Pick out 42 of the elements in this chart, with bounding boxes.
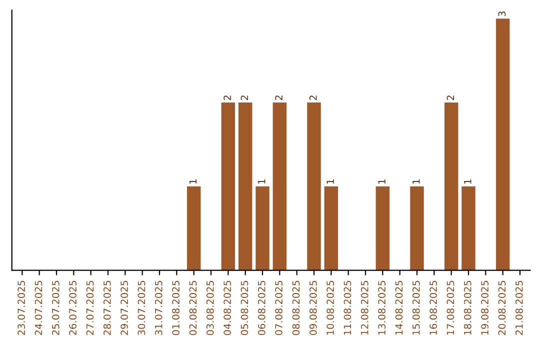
x-tick-label: 24.07.2025 <box>34 280 42 335</box>
data-label: 1 <box>378 179 386 184</box>
x-tick-label: 04.08.2025 <box>224 280 231 336</box>
x-tick-label: 07.08.2025 <box>275 280 282 336</box>
x-tick-label: 31.07.2025 <box>154 280 162 335</box>
x-tick-label: 13.08.2025 <box>378 280 386 335</box>
data-label: 1 <box>464 179 472 184</box>
data-label: 1 <box>326 179 334 184</box>
data-label: 1 <box>258 179 266 184</box>
x-tick-label: 19.08.2025 <box>481 280 488 335</box>
x-tick-label: 30.07.2025 <box>138 280 146 335</box>
data-label: 2 <box>224 96 231 100</box>
x-tick-label: 25.07.2025 <box>52 280 60 335</box>
data-label: 2 <box>309 96 317 100</box>
x-tick-label: 28.07.2025 <box>103 280 111 335</box>
x-tick-label: 23.07.2025 <box>18 280 25 335</box>
x-tick-label: 02.08.2025 <box>189 280 197 336</box>
x-tick-label: 05.08.2025 <box>240 280 248 336</box>
x-tick-label: 27.07.2025 <box>86 280 94 335</box>
x-tick-label: 01.08.2025 <box>172 280 180 336</box>
x-tick-label: 16.08.2025 <box>430 280 437 335</box>
x-tick-label: 15.08.2025 <box>412 280 420 335</box>
data-label: 3 <box>498 12 506 16</box>
data-label: 1 <box>189 179 197 184</box>
x-tick-label: 21.08.2025 <box>515 280 523 335</box>
x-tick-label: 10.08.2025 <box>326 280 334 335</box>
x-tick-label: 12.08.2025 <box>360 280 368 335</box>
x-tick-label: 14.08.2025 <box>395 280 403 335</box>
x-tick-label: 06.08.2025 <box>258 280 266 336</box>
data-label: 2 <box>446 96 454 100</box>
x-tick-label: 09.08.2025 <box>309 280 317 336</box>
x-tick-label: 03.08.2025 <box>206 280 214 336</box>
data-label: 2 <box>275 96 282 100</box>
x-tick-label: 17.08.2025 <box>446 280 454 335</box>
x-tick-label: 20.08.2025 <box>498 280 506 335</box>
x-tick-label: 26.07.2025 <box>69 280 76 335</box>
x-tick-label: 08.08.2025 <box>292 280 300 336</box>
x-tick-label: 18.08.2025 <box>464 280 472 335</box>
data-label: 1 <box>412 179 420 184</box>
x-tick-label: 11.08.2025 <box>344 280 352 335</box>
data-label: 2 <box>240 96 248 100</box>
x-tick-label: 29.07.2025 <box>120 280 128 335</box>
